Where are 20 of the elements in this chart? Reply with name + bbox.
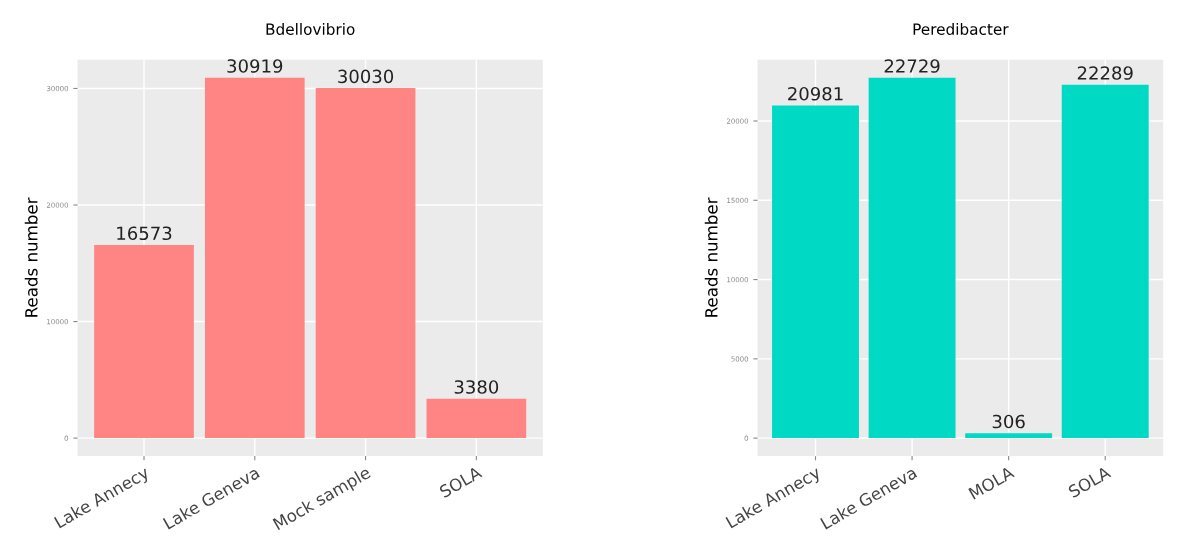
chart-title: Bdellovibrio [266,23,355,35]
bar [315,88,416,439]
bar [772,105,859,439]
data-label: 22289 [1077,66,1133,80]
bar [1061,84,1149,439]
data-label: 16573 [117,226,172,241]
bar [204,77,305,439]
y-axis-title: Reads number [704,197,718,317]
data-label: 22729 [884,59,940,73]
y-axis-title: Reads number [24,197,38,317]
data-label: 30030 [338,69,394,84]
data-label: 306 [992,414,1025,429]
data-label: 3380 [454,380,499,394]
bar [426,398,527,439]
bar [868,77,956,439]
data-label: 30919 [227,59,283,73]
bar [965,433,1053,439]
chart-title: Peredibacter [913,23,1009,35]
data-label: 20981 [788,86,843,101]
bar [94,244,194,439]
